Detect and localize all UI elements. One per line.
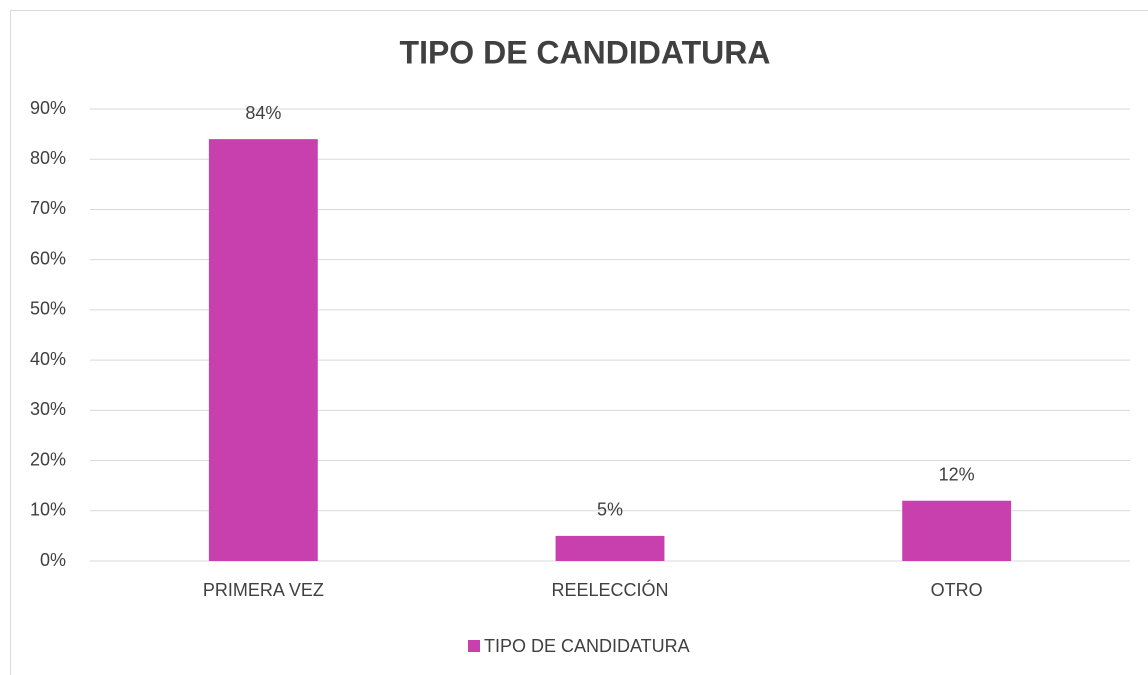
legend-swatch bbox=[468, 640, 480, 652]
y-tick-label: 60% bbox=[30, 248, 66, 268]
chart-border bbox=[10, 10, 1148, 675]
chart-title: TIPO DE CANDIDATURA bbox=[400, 34, 771, 70]
y-tick-label: 90% bbox=[30, 98, 66, 118]
y-tick-label: 40% bbox=[30, 349, 66, 369]
x-tick-label: PRIMERA VEZ bbox=[203, 580, 324, 600]
data-label: 5% bbox=[597, 500, 623, 520]
x-tick-label: OTRO bbox=[931, 580, 983, 600]
data-label: 12% bbox=[939, 464, 975, 484]
y-tick-label: 50% bbox=[30, 299, 66, 319]
y-tick-label: 10% bbox=[30, 500, 66, 520]
bar bbox=[208, 139, 318, 561]
bar bbox=[555, 535, 665, 561]
y-tick-label: 0% bbox=[40, 550, 66, 570]
legend-label: TIPO DE CANDIDATURA bbox=[484, 636, 690, 656]
y-tick-label: 80% bbox=[30, 148, 66, 168]
x-tick-label: REELECCIÓN bbox=[551, 579, 668, 600]
y-tick-label: 30% bbox=[30, 399, 66, 419]
bar bbox=[902, 500, 1012, 561]
data-label: 84% bbox=[245, 103, 281, 123]
y-tick-label: 70% bbox=[30, 198, 66, 218]
y-tick-label: 20% bbox=[30, 449, 66, 469]
